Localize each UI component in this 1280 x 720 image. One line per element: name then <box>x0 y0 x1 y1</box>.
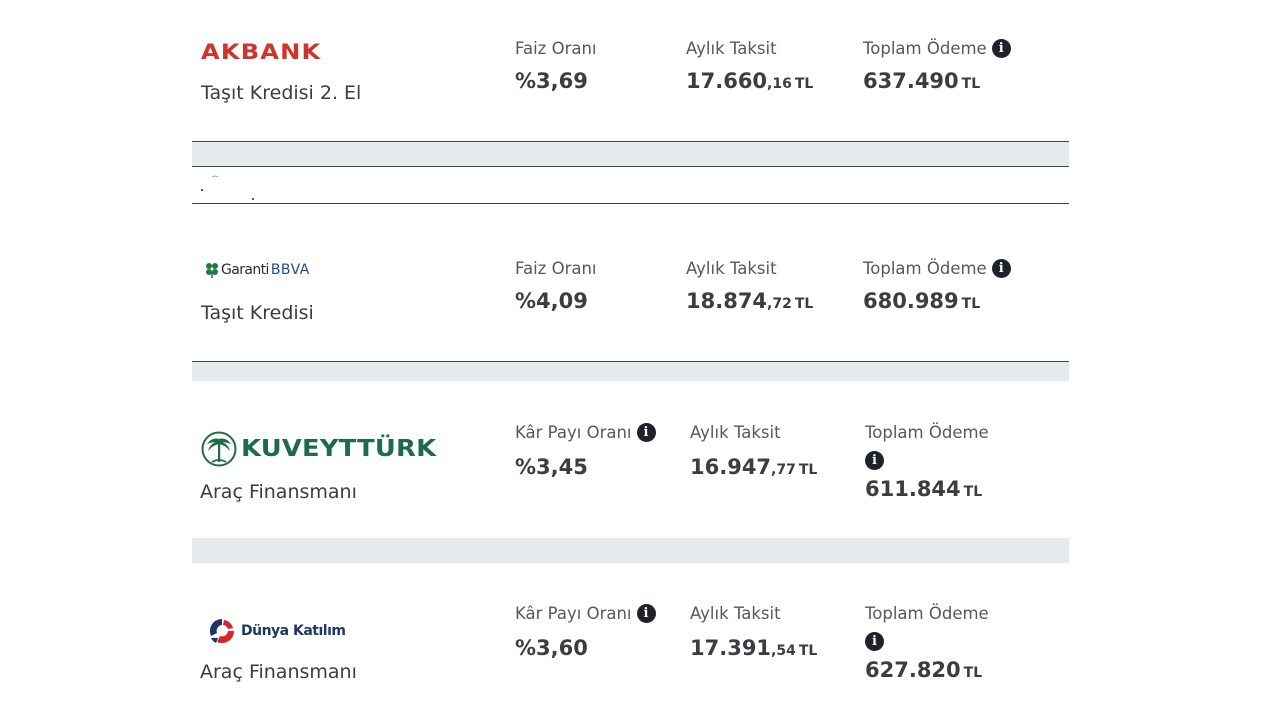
installment-column: Aylık Taksit 17.660,16 TL <box>686 39 813 93</box>
rate-value: %3,45 <box>515 455 588 479</box>
product-name: Araç Finansmanı <box>200 661 357 683</box>
offer-card-kuveytturk[interactable]: KUVEYTTÜRK Araç Finansmanı Kâr Payı Oran… <box>192 381 1069 538</box>
info-icon[interactable]: i <box>991 259 1011 278</box>
total-value: 627.820 TL <box>865 658 983 682</box>
info-icon[interactable]: i <box>865 451 884 470</box>
rate-label: Kâr Payı Oranı i <box>515 604 656 623</box>
rate-column: Kâr Payı Oranı i %3,60 <box>515 604 656 660</box>
total-value: 611.844 TL <box>865 477 983 501</box>
total-column: Toplam Ödeme i 637.490 TL <box>863 39 1011 93</box>
total-column: Toplam Ödeme i 627.820 TL <box>865 604 989 682</box>
garanti-bbva-logo: Garanti BBVA <box>205 262 310 278</box>
product-name: Araç Finansmanı <box>200 481 357 503</box>
installment-column: Aylık Taksit 18.874,72 TL <box>686 259 813 313</box>
total-value: 680.989 TL <box>863 289 981 313</box>
separator <box>192 362 1069 381</box>
partial-logo-fragment <box>201 175 254 200</box>
installment-column: Aylık Taksit 16.947,77 TL <box>690 423 817 479</box>
offer-card-garanti[interactable]: Garanti BBVA Taşıt Kredisi Faiz Oranı %4… <box>192 204 1069 361</box>
installment-value: 16.947,77 TL <box>690 455 818 479</box>
total-label: Toplam Ödeme i <box>865 423 989 470</box>
total-label: Toplam Ödeme i <box>863 39 1011 58</box>
installment-label: Aylık Taksit <box>690 423 781 442</box>
rate-value: %4,09 <box>515 289 588 313</box>
total-value: 637.490 TL <box>863 69 981 93</box>
rate-label: Faiz Oranı <box>515 39 597 58</box>
dunya-katilim-logo: Dünya Katılım <box>208 617 346 645</box>
total-label: Toplam Ödeme i <box>865 604 989 651</box>
total-column: Toplam Ödeme i 680.989 TL <box>863 259 1011 313</box>
palm-tree-icon <box>201 431 237 467</box>
separator <box>192 538 1069 563</box>
installment-label: Aylık Taksit <box>686 39 777 58</box>
kuveytturk-logo: KUVEYTTÜRK <box>201 431 436 467</box>
rate-label: Faiz Oranı <box>515 259 597 278</box>
installment-label: Aylık Taksit <box>690 604 781 623</box>
info-icon[interactable]: i <box>865 632 884 651</box>
product-name: Taşıt Kredisi <box>201 302 314 324</box>
total-label: Toplam Ödeme i <box>863 259 1011 278</box>
total-column: Toplam Ödeme i 611.844 TL <box>865 423 989 501</box>
info-icon[interactable]: i <box>636 604 656 623</box>
rate-column: Faiz Oranı %3,69 <box>515 39 597 93</box>
offer-card-akbank[interactable]: AKBANK Taşıt Kredisi 2. El Faiz Oranı %3… <box>192 0 1069 141</box>
installment-value: 18.874,72 TL <box>686 289 814 313</box>
rate-column: Kâr Payı Oranı i %3,45 <box>515 423 656 479</box>
rate-column: Faiz Oranı %4,09 <box>515 259 597 313</box>
product-name: Taşıt Kredisi 2. El <box>201 82 362 104</box>
installment-label: Aylık Taksit <box>686 259 777 278</box>
divider <box>192 361 1069 362</box>
globe-swirl-icon <box>209 618 235 644</box>
installment-value: 17.391,54 TL <box>690 636 818 660</box>
rate-label: Kâr Payı Oranı i <box>515 423 656 442</box>
installment-column: Aylık Taksit 17.391,54 TL <box>690 604 817 660</box>
divider <box>192 203 1069 204</box>
clover-icon <box>206 263 218 278</box>
offer-card-dunya-katilim[interactable]: Dünya Katılım Araç Finansmanı Kâr Payı O… <box>192 563 1069 720</box>
divider <box>192 166 1069 167</box>
separator <box>192 142 1069 166</box>
rate-value: %3,69 <box>515 69 588 93</box>
info-icon[interactable]: i <box>991 39 1011 58</box>
akbank-logo: AKBANK <box>201 40 322 64</box>
divider <box>192 141 1069 142</box>
rate-value: %3,60 <box>515 636 588 660</box>
info-icon[interactable]: i <box>636 423 656 442</box>
installment-value: 17.660,16 TL <box>686 69 814 93</box>
